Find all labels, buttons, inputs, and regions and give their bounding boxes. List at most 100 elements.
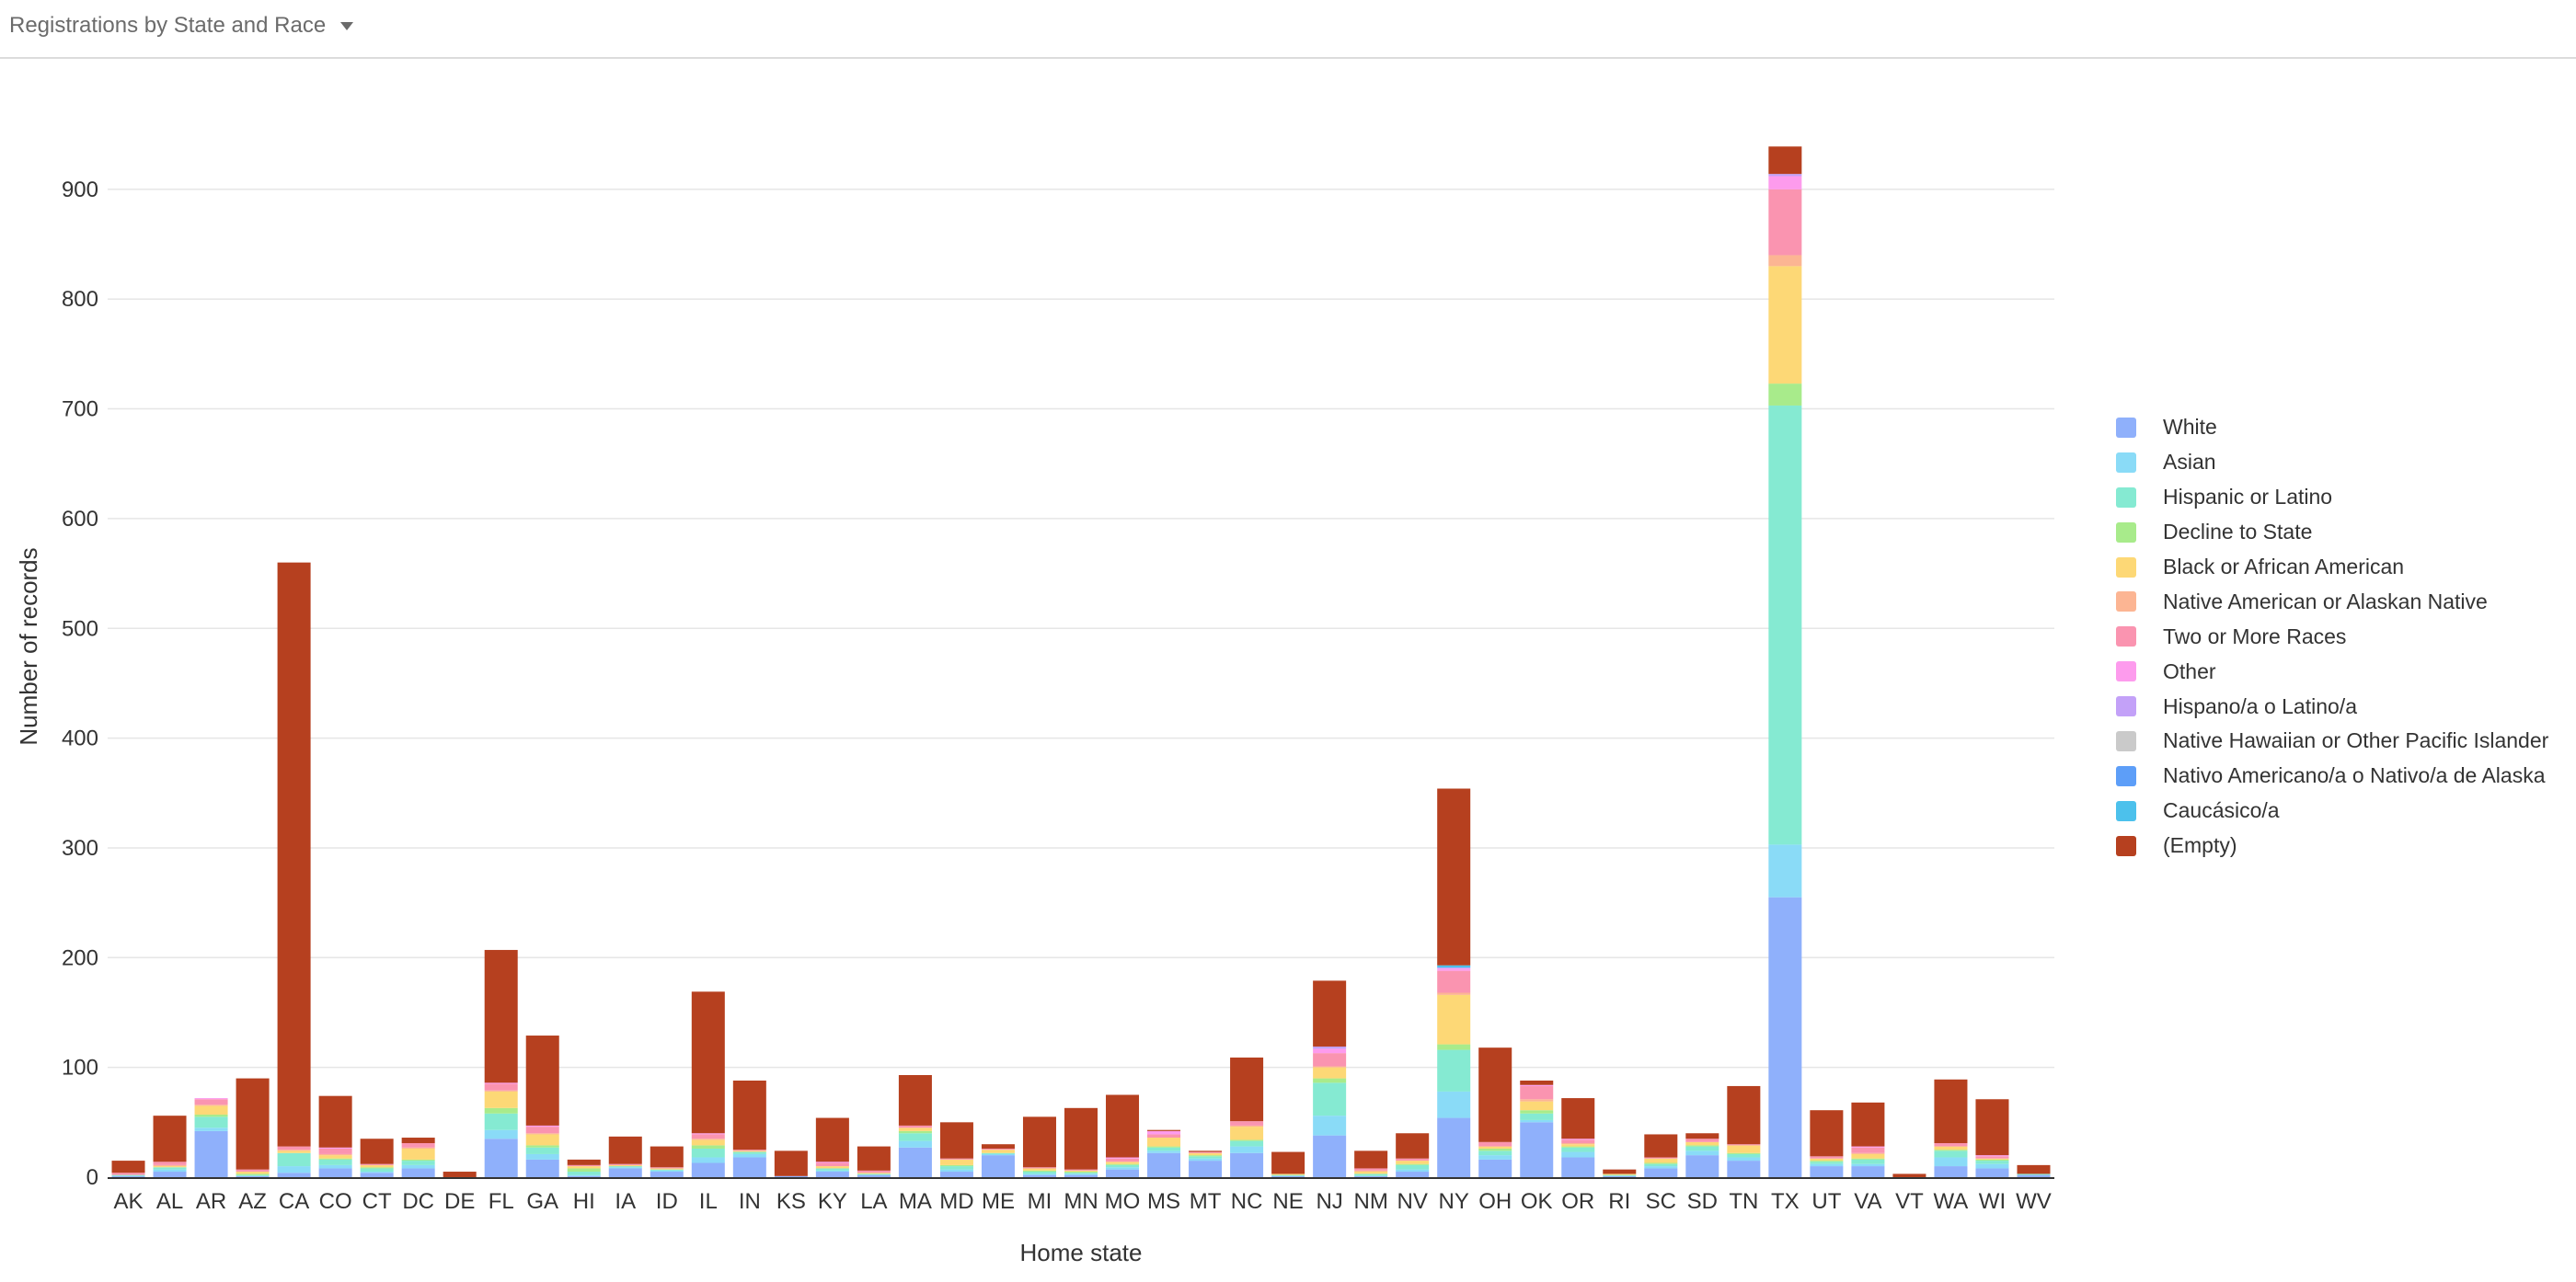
bar-stack-mt[interactable]: [1189, 1150, 1223, 1177]
bar-segment[interactable]: [815, 1168, 849, 1171]
bar-stack-co[interactable]: [318, 1095, 352, 1177]
bar-segment[interactable]: [484, 1083, 518, 1091]
bar-segment[interactable]: [525, 1159, 559, 1177]
bar-segment[interactable]: [1603, 1173, 1637, 1175]
bar-segment[interactable]: [1478, 1047, 1512, 1142]
bar-stack-wa[interactable]: [1934, 1079, 1968, 1177]
bar-segment[interactable]: [1520, 1080, 1554, 1085]
bar-segment[interactable]: [608, 1168, 642, 1177]
bar-segment[interactable]: [1147, 1134, 1181, 1139]
bar-segment[interactable]: [1022, 1116, 1056, 1168]
bar-segment[interactable]: [484, 1113, 518, 1130]
bar-stack-in[interactable]: [732, 1080, 766, 1177]
bar-segment[interactable]: [1147, 1150, 1181, 1153]
bar-segment[interactable]: [1644, 1168, 1678, 1177]
bar-segment[interactable]: [815, 1166, 849, 1169]
bar-segment[interactable]: [1189, 1161, 1223, 1177]
bar-segment[interactable]: [981, 1148, 1015, 1150]
bar-segment[interactable]: [111, 1175, 145, 1177]
bar-segment[interactable]: [898, 1075, 932, 1126]
bar-segment[interactable]: [1147, 1138, 1181, 1147]
bar-segment[interactable]: [318, 1158, 352, 1160]
bar-segment[interactable]: [194, 1127, 228, 1131]
bar-segment[interactable]: [1934, 1079, 1968, 1144]
bar-segment[interactable]: [1975, 1161, 2009, 1164]
bar-segment[interactable]: [1768, 255, 1802, 267]
bar-segment[interactable]: [360, 1167, 394, 1169]
bar-stack-nj[interactable]: [1313, 980, 1347, 1177]
bar-segment[interactable]: [1189, 1155, 1223, 1157]
bar-segment[interactable]: [1810, 1158, 1844, 1162]
bar-segment[interactable]: [1768, 897, 1802, 1177]
bar-segment[interactable]: [1478, 1146, 1512, 1149]
bar-segment[interactable]: [401, 1148, 435, 1160]
bar-segment[interactable]: [1851, 1102, 1885, 1147]
bar-segment[interactable]: [1727, 1152, 1761, 1154]
bar-segment[interactable]: [277, 1152, 311, 1167]
bar-segment[interactable]: [1437, 967, 1471, 969]
bar-segment[interactable]: [1230, 1121, 1264, 1126]
bar-segment[interactable]: [1022, 1174, 1056, 1177]
bar-segment[interactable]: [1768, 383, 1802, 406]
bar-segment[interactable]: [1851, 1146, 1885, 1148]
bar-segment[interactable]: [1934, 1143, 1968, 1147]
legend-item[interactable]: Black or African American: [2116, 550, 2548, 585]
bar-segment[interactable]: [650, 1167, 684, 1169]
bar-segment[interactable]: [525, 1133, 559, 1135]
bar-segment[interactable]: [898, 1127, 932, 1131]
bar-segment[interactable]: [650, 1168, 684, 1170]
bar-segment[interactable]: [1768, 189, 1802, 256]
bar-stack-ct[interactable]: [360, 1139, 394, 1177]
bar-segment[interactable]: [401, 1164, 435, 1169]
bar-segment[interactable]: [1520, 1113, 1554, 1120]
bar-segment[interactable]: [1271, 1173, 1305, 1175]
bar-segment[interactable]: [1437, 788, 1471, 966]
bar-segment[interactable]: [815, 1162, 849, 1167]
bar-segment[interactable]: [1810, 1161, 1844, 1162]
bar-segment[interactable]: [815, 1172, 849, 1177]
bar-segment[interactable]: [525, 1036, 559, 1126]
bar-segment[interactable]: [1685, 1150, 1719, 1156]
bar-segment[interactable]: [1768, 174, 1802, 177]
bar-segment[interactable]: [608, 1164, 642, 1167]
bar-stack-nm[interactable]: [1354, 1150, 1388, 1177]
bar-segment[interactable]: [1189, 1158, 1223, 1162]
bar-segment[interactable]: [194, 1098, 228, 1100]
bar-segment[interactable]: [1727, 1144, 1761, 1146]
bar-segment[interactable]: [1313, 980, 1347, 1047]
bar-segment[interactable]: [1022, 1172, 1056, 1174]
bar-segment[interactable]: [194, 1130, 228, 1177]
bar-segment[interactable]: [1520, 1084, 1554, 1086]
bar-segment[interactable]: [981, 1144, 1015, 1149]
bar-stack-mi[interactable]: [1022, 1116, 1056, 1177]
bar-segment[interactable]: [1561, 1157, 1595, 1177]
bar-segment[interactable]: [2017, 1174, 2051, 1177]
bar-stack-ar[interactable]: [194, 1098, 228, 1177]
bar-stack-or[interactable]: [1561, 1098, 1595, 1177]
bar-segment[interactable]: [1396, 1164, 1430, 1170]
bar-segment[interactable]: [939, 1122, 973, 1159]
bar-segment[interactable]: [277, 1150, 311, 1153]
bar-segment[interactable]: [1561, 1098, 1595, 1139]
bar-stack-ms[interactable]: [1147, 1129, 1181, 1177]
bar-segment[interactable]: [1230, 1146, 1264, 1153]
bar-segment[interactable]: [1064, 1107, 1098, 1170]
bar-segment[interactable]: [1727, 1153, 1761, 1158]
bar-segment[interactable]: [360, 1168, 394, 1173]
bar-segment[interactable]: [650, 1146, 684, 1168]
bar-segment[interactable]: [525, 1125, 559, 1127]
bar-segment[interactable]: [1106, 1169, 1140, 1177]
bar-segment[interactable]: [1313, 1135, 1347, 1177]
bar-segment[interactable]: [1644, 1163, 1678, 1167]
bar-stack-sd[interactable]: [1685, 1133, 1719, 1177]
bar-segment[interactable]: [1561, 1144, 1595, 1147]
bar-segment[interactable]: [691, 1133, 725, 1135]
bar-segment[interactable]: [236, 1172, 270, 1174]
bar-segment[interactable]: [1975, 1163, 2009, 1169]
bar-segment[interactable]: [1810, 1163, 1844, 1167]
bar-segment[interactable]: [1685, 1141, 1719, 1146]
legend-item[interactable]: Native Hawaiian or Other Pacific Islande…: [2116, 724, 2548, 759]
bar-segment[interactable]: [153, 1116, 187, 1162]
bar-segment[interactable]: [608, 1163, 642, 1165]
bar-segment[interactable]: [1810, 1166, 1844, 1177]
